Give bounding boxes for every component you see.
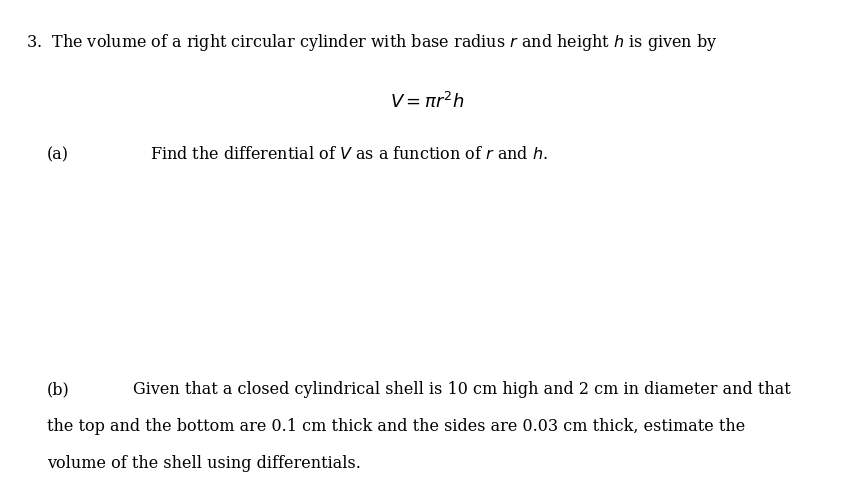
Text: volume of the shell using differentials.: volume of the shell using differentials. [47,455,361,472]
Text: 3.  The volume of a right circular cylinder with base radius $r$ and height $h$ : 3. The volume of a right circular cylind… [26,32,717,53]
Text: (a): (a) [47,146,69,163]
Text: Given that a closed cylindrical shell is 10 cm high and 2 cm in diameter and tha: Given that a closed cylindrical shell is… [133,381,790,398]
Text: $V = \pi r^2 h$: $V = \pi r^2 h$ [391,92,464,112]
Text: Find the differential of $V$ as a function of $r$ and $h$.: Find the differential of $V$ as a functi… [150,146,547,163]
Text: (b): (b) [47,381,70,398]
Text: the top and the bottom are 0.1 cm thick and the sides are 0.03 cm thick, estimat: the top and the bottom are 0.1 cm thick … [47,418,746,435]
